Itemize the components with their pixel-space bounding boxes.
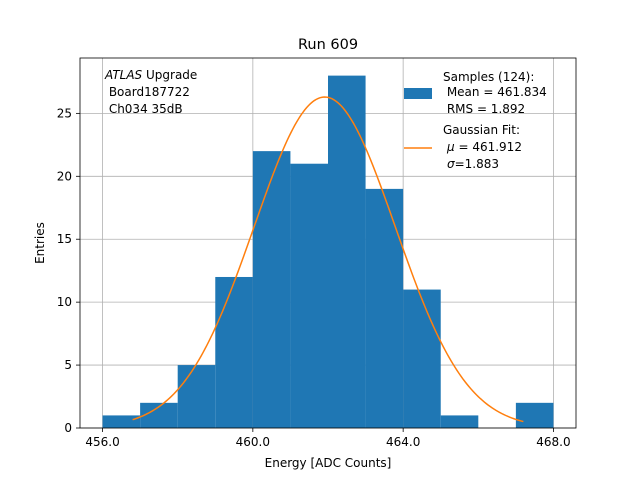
histogram-bars [102, 75, 554, 428]
y-tick-label: 15 [57, 232, 72, 246]
x-tick-label: 460.0 [236, 435, 270, 449]
legend-fit-sigma-value: =1.883 [455, 157, 499, 171]
histogram-bar [102, 415, 141, 428]
chart-title: Run 609 [298, 37, 358, 53]
svg-text:μ = 461.912: μ = 461.912 [446, 140, 522, 154]
channel-label: Ch034 35dB [105, 102, 183, 116]
upgrade-label: Upgrade [142, 68, 197, 82]
board-label: Board187722 [105, 85, 190, 99]
histogram-bar [215, 276, 253, 428]
legend: Samples (124): Mean = 461.834 RMS = 1.89… [404, 70, 547, 171]
legend-fit-sigma-symbol: σ [447, 157, 455, 171]
histogram-bar [515, 402, 554, 428]
atlas-label: ATLAS [104, 68, 143, 82]
y-tick-label: 5 [64, 358, 72, 372]
annotation-box: ATLAS Upgrade Board187722 Ch034 35dB [104, 68, 197, 116]
plot-frame [79, 57, 577, 429]
legend-samples-rms: RMS = 1.892 [443, 102, 525, 116]
gaussian-fit-curve [132, 96, 524, 423]
legend-fit-mu-value: = 461.912 [455, 140, 522, 154]
x-tick-label: 464.0 [386, 435, 420, 449]
histogram-bar [290, 163, 328, 428]
legend-fit-mu-symbol: μ [446, 140, 455, 154]
legend-samples-mean: Mean = 461.834 [443, 85, 547, 99]
svg-text:σ=1.883: σ=1.883 [447, 157, 499, 171]
histogram-bar [403, 289, 441, 428]
y-tick-label: 20 [57, 169, 72, 183]
y-axis-label: Entries [33, 222, 47, 264]
axis-ticks: 456.0 460.0 464.0 468.0 0 5 10 15 20 25 [57, 106, 571, 449]
legend-samples-swatch [404, 88, 432, 99]
legend-fit-title: Gaussian Fit: [443, 123, 520, 137]
histogram-bar [365, 188, 404, 428]
legend-samples-title: Samples (124): [443, 70, 534, 84]
histogram-bar [177, 365, 216, 428]
svg-text:ATLAS Upgrade: ATLAS Upgrade [104, 68, 197, 82]
x-tick-label: 456.0 [85, 435, 119, 449]
histogram-bar [252, 151, 291, 428]
x-axis-label: Energy [ADC Counts] [265, 456, 392, 470]
x-tick-label: 468.0 [536, 435, 570, 449]
y-tick-label: 25 [57, 106, 72, 120]
histogram-bar [328, 75, 366, 428]
y-tick-label: 0 [64, 421, 72, 435]
y-tick-label: 10 [57, 295, 72, 309]
histogram-bar [440, 415, 479, 428]
